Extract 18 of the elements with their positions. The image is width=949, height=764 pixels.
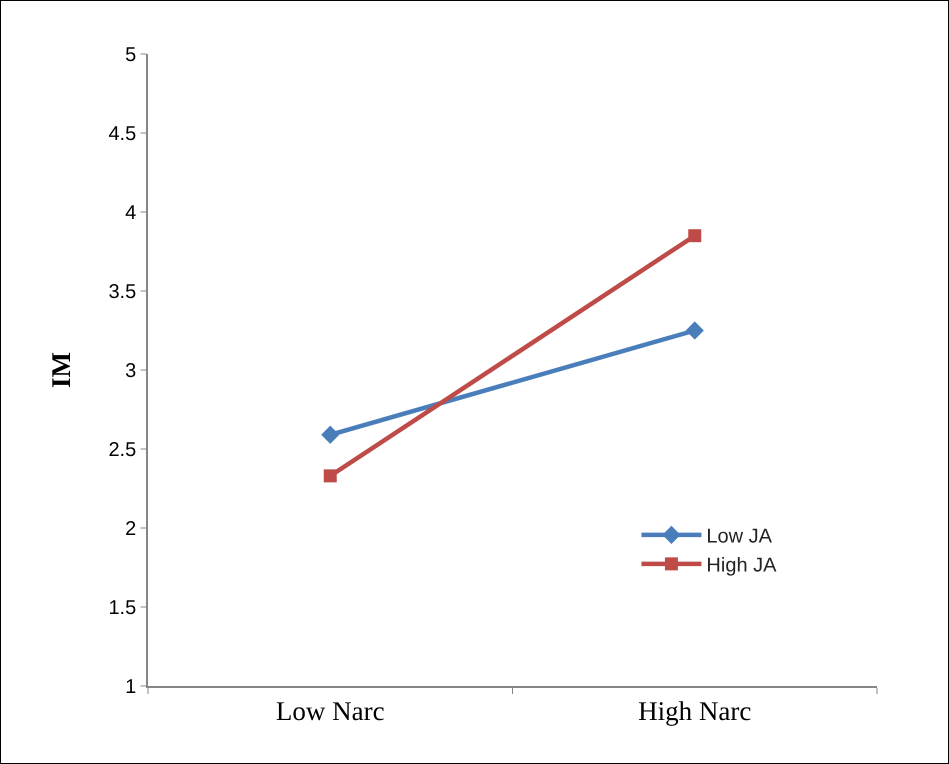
y-tick-label: 5 xyxy=(125,44,136,66)
y-axis-title: IM xyxy=(46,352,76,388)
y-tick-label: 2 xyxy=(125,518,136,540)
y-tick-label: 2.5 xyxy=(108,439,136,461)
y-tick-label: 4.5 xyxy=(108,123,136,145)
y-tick-label: 3 xyxy=(125,360,136,382)
y-tick-label: 3.5 xyxy=(108,281,136,303)
legend-label: Low JA xyxy=(706,526,773,548)
x-tick-label: Low Narc xyxy=(276,696,385,726)
point xyxy=(686,321,704,340)
y-tick-label: 1 xyxy=(125,676,136,698)
point xyxy=(324,469,337,482)
legend-label: High JA xyxy=(706,554,778,577)
point xyxy=(321,426,340,444)
y-tick-label: 1.5 xyxy=(108,597,136,619)
point xyxy=(688,229,702,242)
y-tick-label: 4 xyxy=(125,202,136,224)
x-tick-label: High Narc xyxy=(638,696,752,726)
